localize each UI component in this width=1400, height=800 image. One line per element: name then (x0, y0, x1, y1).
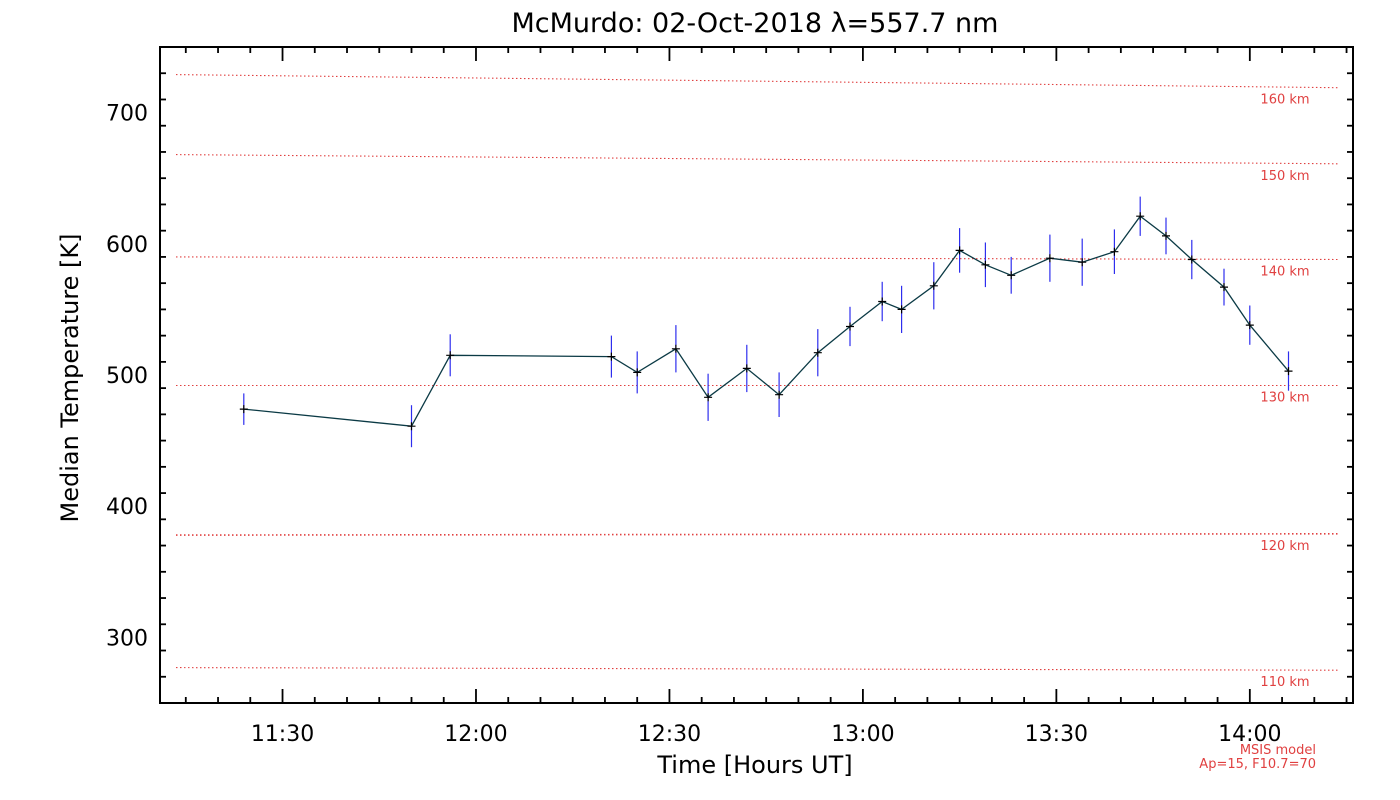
data-point (1078, 258, 1087, 267)
data-point (1220, 283, 1228, 292)
reference-line (175, 256, 1339, 261)
data-point (671, 344, 680, 353)
data-point (704, 393, 713, 402)
data-point (955, 246, 964, 255)
x-tick-label: 14:00 (1218, 722, 1281, 747)
y-tick-label: 300 (106, 626, 148, 651)
reference-label: 140 km (1260, 265, 1309, 280)
data-point (775, 390, 784, 399)
reference-line (175, 154, 1339, 165)
y-axis-title: Median Temperature [K] (56, 233, 84, 522)
x-tick-label: 13:00 (831, 722, 894, 747)
x-tick-label: 13:30 (1025, 722, 1088, 747)
y-tick-label: 600 (106, 233, 148, 258)
y-tick-label: 700 (106, 102, 148, 127)
data-point (1187, 255, 1196, 264)
data-point (1245, 321, 1254, 330)
reference-line (175, 74, 1339, 89)
data-point (239, 405, 248, 414)
data-point (981, 260, 990, 269)
x-axis-title: Time [Hours UT] (656, 751, 852, 779)
msis-note-line-2: Ap=15, F10.7=70 (1199, 757, 1316, 772)
reference-label: 110 km (1260, 675, 1309, 690)
tick-layer: 11:30 12:00 12:30 13:00 13:30 14:00 300 400 500 6… (106, 46, 1353, 747)
chart-title: McMurdo: 02-Oct-2018 λ=557.7 nm (512, 8, 999, 39)
reference-label: 160 km (1260, 93, 1309, 108)
data-point (742, 364, 751, 373)
y-tick-label: 400 (106, 495, 148, 520)
data-point (1110, 247, 1119, 256)
data-point (446, 351, 455, 360)
data-point (813, 348, 822, 357)
plot-frame (159, 46, 1354, 704)
data-point (878, 297, 887, 306)
x-tick-label: 12:00 (444, 722, 507, 747)
data-point (1045, 254, 1054, 263)
data-point (607, 352, 616, 361)
data-point (846, 322, 854, 331)
reference-label: 120 km (1260, 539, 1309, 554)
reference-label: 150 km (1260, 169, 1309, 184)
data-point (407, 422, 416, 431)
reference-line (175, 532, 1339, 536)
x-tick-label: 11:30 (251, 722, 314, 747)
msis-reference-layer: 160 km 150 km 140 km 130 km 120 km 110 km (175, 74, 1339, 690)
data-point (1007, 271, 1016, 280)
reference-label: 130 km (1260, 391, 1309, 406)
reference-line (175, 667, 1339, 671)
data-layer (239, 196, 1293, 448)
data-point (897, 305, 906, 314)
data-point (1162, 231, 1170, 240)
data-point (1284, 367, 1293, 376)
series-line (243, 215, 1289, 427)
msis-note-line-1: MSIS model (1240, 743, 1316, 758)
data-point (633, 368, 642, 377)
x-tick-label: 12:30 (638, 722, 701, 747)
y-tick-label: 500 (106, 364, 148, 389)
data-point (929, 281, 938, 290)
data-point (1136, 212, 1145, 221)
